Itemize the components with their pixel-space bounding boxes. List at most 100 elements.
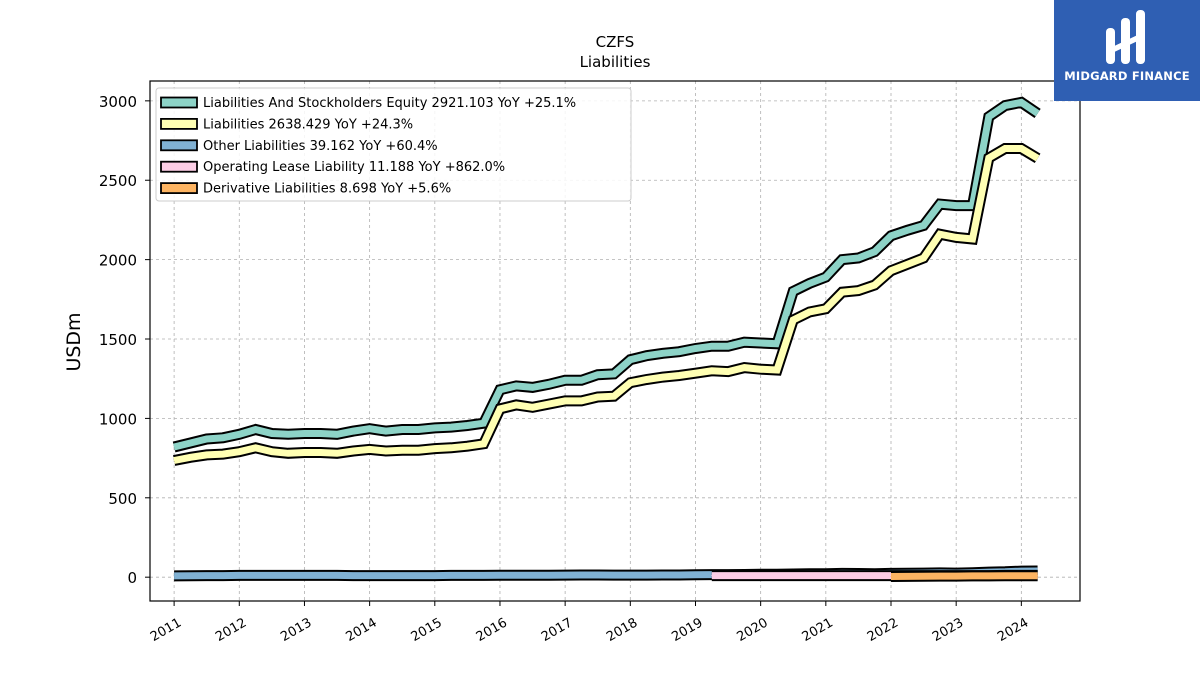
data-point bbox=[695, 348, 696, 349]
data-point bbox=[972, 575, 973, 577]
data-point bbox=[548, 574, 550, 576]
data-point bbox=[792, 319, 794, 321]
data-point bbox=[890, 270, 892, 272]
data-point bbox=[743, 575, 745, 577]
data-point bbox=[972, 238, 973, 240]
plot-area bbox=[172, 96, 1041, 582]
data-point bbox=[287, 574, 289, 576]
legend-label: Liabilities And Stockholders Equity 2921… bbox=[203, 96, 576, 111]
data-point bbox=[776, 369, 778, 371]
chart-title: CZFS bbox=[596, 33, 635, 51]
data-point bbox=[499, 389, 501, 391]
data-point bbox=[352, 430, 354, 432]
data-point bbox=[857, 575, 859, 577]
data-point bbox=[401, 449, 403, 451]
legend-label: Liabilities 2638.429 YoY +24.3% bbox=[203, 117, 413, 132]
data-point bbox=[450, 426, 452, 428]
data-point bbox=[727, 575, 729, 577]
data-point bbox=[548, 403, 550, 405]
y-tick-label: 2000 bbox=[99, 252, 137, 270]
data-point bbox=[515, 574, 517, 576]
data-point bbox=[401, 575, 403, 577]
data-point bbox=[678, 351, 680, 353]
data-point bbox=[809, 311, 810, 313]
data-point bbox=[760, 575, 762, 577]
data-point bbox=[662, 574, 664, 576]
data-point bbox=[776, 343, 778, 345]
data-point bbox=[189, 575, 191, 577]
data-point bbox=[515, 385, 517, 387]
data-point bbox=[597, 396, 599, 398]
data-point bbox=[743, 367, 745, 369]
y-tick-label: 3000 bbox=[99, 93, 137, 111]
y-tick-label: 1500 bbox=[99, 331, 137, 349]
data-point bbox=[401, 429, 403, 430]
data-point bbox=[532, 574, 534, 576]
logo-mark-icon bbox=[1104, 8, 1150, 72]
x-tick-label: 2011 bbox=[148, 615, 184, 645]
data-point bbox=[255, 574, 257, 576]
data-point bbox=[874, 284, 876, 286]
chart-subtitle: Liabilities bbox=[580, 53, 651, 71]
data-point bbox=[825, 276, 827, 278]
data-point bbox=[320, 452, 322, 453]
x-tick-label: 2016 bbox=[474, 615, 510, 645]
data-point bbox=[760, 342, 762, 344]
data-point bbox=[597, 574, 599, 576]
data-point bbox=[483, 422, 485, 424]
data-point bbox=[613, 373, 615, 375]
x-tick-label: 2023 bbox=[930, 615, 966, 645]
data-point bbox=[238, 574, 240, 576]
data-point bbox=[499, 408, 501, 410]
data-point bbox=[792, 575, 794, 577]
data-point bbox=[499, 574, 501, 576]
data-point bbox=[906, 575, 908, 577]
data-point bbox=[857, 257, 859, 259]
data-point bbox=[336, 574, 338, 576]
data-point bbox=[466, 425, 468, 426]
data-point bbox=[597, 374, 599, 376]
x-tick-label: 2015 bbox=[409, 615, 445, 645]
data-point bbox=[743, 341, 745, 343]
plot-frame bbox=[149, 80, 1081, 602]
x-tick-label: 2013 bbox=[278, 615, 314, 645]
y-tick-label: 0 bbox=[127, 569, 137, 587]
data-point bbox=[972, 205, 973, 207]
series-line-1 bbox=[173, 145, 1040, 464]
data-point bbox=[532, 386, 534, 388]
data-point bbox=[695, 372, 696, 374]
data-point bbox=[988, 116, 990, 118]
y-tick-label: 2500 bbox=[99, 172, 137, 190]
data-point bbox=[776, 575, 778, 577]
data-point bbox=[629, 574, 631, 576]
data-point bbox=[1004, 575, 1006, 577]
data-point bbox=[678, 375, 680, 376]
data-point bbox=[955, 205, 957, 207]
data-point bbox=[320, 433, 322, 434]
data-point bbox=[434, 448, 436, 450]
data-point bbox=[678, 574, 680, 576]
data-point bbox=[238, 451, 240, 453]
data-point bbox=[304, 452, 305, 453]
series-line-4 bbox=[890, 572, 1038, 580]
data-point bbox=[809, 282, 810, 284]
data-point bbox=[1037, 575, 1039, 577]
data-point bbox=[304, 433, 305, 434]
y-axis-label: USDm bbox=[63, 312, 85, 371]
data-point bbox=[271, 451, 273, 453]
x-tick-label: 2019 bbox=[669, 615, 705, 645]
data-point bbox=[1004, 148, 1006, 149]
x-tick-label: 2012 bbox=[213, 615, 249, 645]
data-point bbox=[695, 574, 696, 576]
grid bbox=[150, 81, 1080, 601]
data-point bbox=[255, 447, 257, 449]
data-point bbox=[646, 355, 648, 357]
data-point bbox=[385, 575, 387, 577]
data-point bbox=[434, 427, 436, 429]
data-point bbox=[369, 428, 371, 430]
data-point bbox=[206, 575, 208, 577]
data-point bbox=[988, 575, 990, 577]
data-point bbox=[1020, 575, 1022, 577]
data-point bbox=[629, 359, 631, 361]
data-point bbox=[841, 259, 843, 261]
